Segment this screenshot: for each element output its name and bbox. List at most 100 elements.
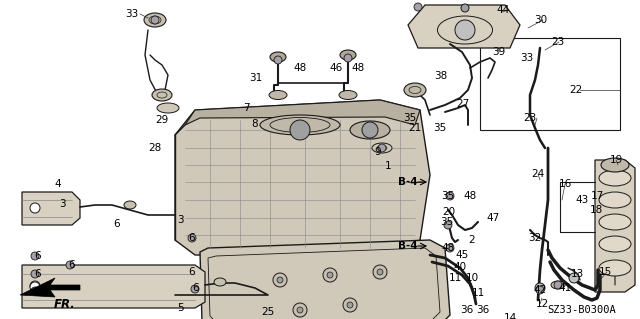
Circle shape	[327, 272, 333, 278]
Ellipse shape	[144, 13, 166, 27]
Text: 35: 35	[403, 113, 417, 123]
Text: 32: 32	[529, 233, 541, 243]
Text: 9: 9	[374, 147, 381, 157]
Text: 2: 2	[468, 235, 476, 245]
Circle shape	[191, 285, 199, 293]
Text: 41: 41	[558, 283, 572, 293]
Ellipse shape	[269, 91, 287, 100]
Polygon shape	[200, 240, 450, 319]
Text: 33: 33	[125, 9, 139, 19]
Text: 27: 27	[456, 99, 470, 109]
Circle shape	[446, 192, 454, 200]
Circle shape	[554, 281, 562, 289]
Circle shape	[461, 4, 469, 12]
Text: 16: 16	[558, 179, 572, 189]
Circle shape	[446, 244, 454, 252]
Circle shape	[455, 20, 475, 40]
Text: 23: 23	[524, 113, 536, 123]
Text: 11: 11	[449, 273, 461, 283]
Circle shape	[444, 221, 452, 229]
Ellipse shape	[260, 115, 340, 135]
Ellipse shape	[599, 236, 631, 252]
Text: 48: 48	[442, 243, 454, 253]
Text: 35: 35	[433, 123, 447, 133]
Text: 43: 43	[575, 195, 589, 205]
Circle shape	[362, 122, 378, 138]
Text: 36: 36	[476, 305, 490, 315]
Circle shape	[274, 56, 282, 64]
Circle shape	[277, 277, 283, 283]
Text: 7: 7	[243, 103, 250, 113]
Polygon shape	[408, 5, 520, 48]
Text: 3: 3	[177, 215, 183, 225]
Text: B-4: B-4	[398, 177, 418, 187]
Ellipse shape	[551, 281, 565, 289]
Circle shape	[378, 144, 386, 152]
Ellipse shape	[157, 103, 179, 113]
Text: 48: 48	[293, 63, 307, 73]
Circle shape	[536, 286, 544, 294]
Circle shape	[66, 261, 74, 269]
Text: 11: 11	[472, 288, 484, 298]
Ellipse shape	[152, 89, 172, 101]
Ellipse shape	[372, 143, 392, 153]
Text: 28: 28	[148, 143, 162, 153]
Ellipse shape	[599, 170, 631, 186]
Circle shape	[30, 281, 40, 291]
Text: 25: 25	[261, 307, 275, 317]
Text: 6: 6	[35, 287, 42, 297]
Text: 19: 19	[609, 155, 623, 165]
Text: 23: 23	[552, 37, 564, 47]
Text: 33: 33	[520, 53, 534, 63]
Text: 5: 5	[177, 303, 183, 313]
Ellipse shape	[214, 278, 226, 286]
Circle shape	[343, 298, 357, 312]
Circle shape	[569, 273, 579, 283]
Text: 31: 31	[250, 73, 262, 83]
Text: 10: 10	[465, 273, 479, 283]
Text: 35: 35	[440, 217, 454, 227]
Circle shape	[30, 203, 40, 213]
Text: 20: 20	[442, 207, 456, 217]
Circle shape	[273, 273, 287, 287]
Polygon shape	[595, 160, 635, 292]
Text: 46: 46	[330, 63, 342, 73]
Circle shape	[347, 302, 353, 308]
Circle shape	[30, 282, 40, 292]
Text: 39: 39	[492, 47, 506, 57]
Circle shape	[293, 303, 307, 317]
Circle shape	[31, 252, 39, 260]
Text: 15: 15	[598, 267, 612, 277]
Text: 14: 14	[504, 313, 516, 319]
Text: 47: 47	[486, 213, 500, 223]
Text: 12: 12	[536, 299, 548, 309]
Text: 6: 6	[35, 251, 42, 261]
Text: 24: 24	[531, 169, 545, 179]
Text: 29: 29	[156, 115, 168, 125]
Circle shape	[535, 283, 545, 293]
Text: 44: 44	[497, 5, 509, 15]
Ellipse shape	[599, 260, 631, 276]
Circle shape	[31, 287, 39, 295]
Polygon shape	[22, 265, 205, 308]
Circle shape	[323, 268, 337, 282]
Text: 36: 36	[460, 305, 474, 315]
Ellipse shape	[124, 201, 136, 209]
Polygon shape	[175, 100, 430, 255]
Text: 6: 6	[193, 283, 199, 293]
Text: 3: 3	[59, 199, 65, 209]
Ellipse shape	[340, 50, 356, 60]
Text: 30: 30	[534, 15, 548, 25]
Text: 45: 45	[456, 250, 468, 260]
Polygon shape	[185, 100, 420, 125]
Ellipse shape	[599, 192, 631, 208]
Text: 21: 21	[408, 123, 422, 133]
Ellipse shape	[339, 91, 357, 100]
Text: 48: 48	[351, 63, 365, 73]
Text: 6: 6	[35, 269, 42, 279]
Ellipse shape	[270, 52, 286, 62]
Text: 4: 4	[54, 179, 61, 189]
Text: 1: 1	[385, 161, 391, 171]
Circle shape	[344, 54, 352, 62]
Circle shape	[377, 269, 383, 275]
